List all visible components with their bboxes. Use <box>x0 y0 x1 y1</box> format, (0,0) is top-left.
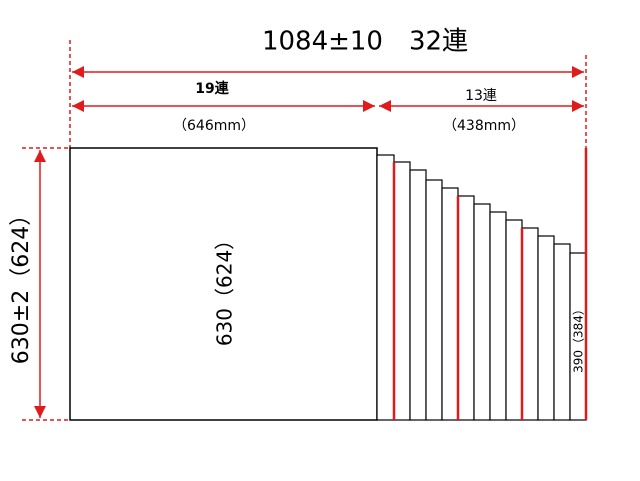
height-label: 630±2（624） <box>9 204 34 364</box>
small-panel <box>409 169 427 421</box>
small-panel <box>425 179 443 421</box>
left-count: 19連 <box>195 80 229 97</box>
small-panel <box>553 243 571 421</box>
small-panel-label: 390（384） <box>572 303 586 373</box>
right-width: （438mm） <box>443 118 525 134</box>
small-panel <box>376 154 395 421</box>
title: 1084±10 32連 <box>262 27 468 57</box>
right-count: 13連 <box>465 88 497 104</box>
large-panel <box>69 147 378 421</box>
small-panel <box>521 227 539 421</box>
small-panels <box>376 148 588 421</box>
small-panel <box>473 203 491 421</box>
small-panel <box>537 235 555 421</box>
small-panel <box>505 219 523 421</box>
small-panel <box>393 161 411 421</box>
small-panel <box>441 187 459 421</box>
large-panel-label: 630（624） <box>213 230 237 346</box>
small-panel <box>489 211 507 421</box>
small-panel <box>457 195 475 421</box>
left-width: （646mm） <box>173 118 255 134</box>
dimension-lines <box>22 40 587 421</box>
